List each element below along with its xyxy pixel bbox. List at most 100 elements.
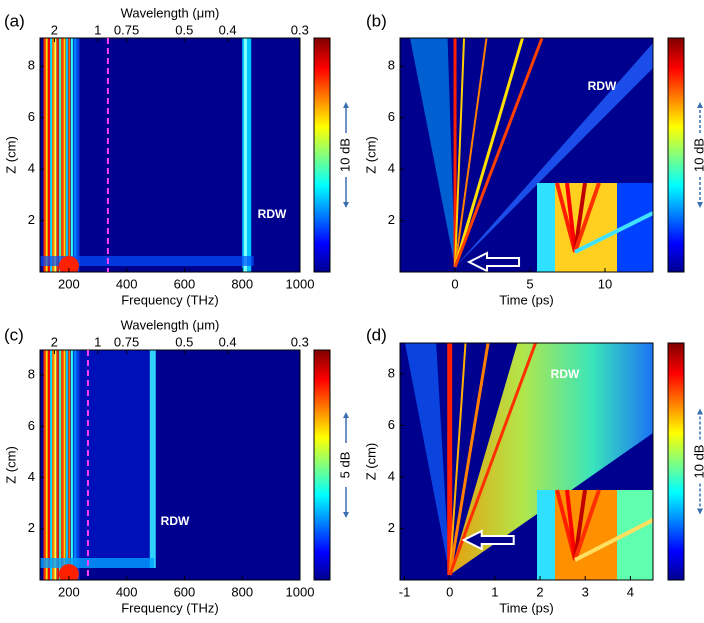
colorbar-arrowhead [697, 408, 703, 415]
y-tick-label: 6 [28, 109, 35, 124]
top-tick-label: 1 [94, 334, 101, 349]
panel-label: (d) [366, 325, 387, 344]
top-tick-label: 0.4 [219, 334, 237, 349]
x-tick-label: 400 [116, 276, 138, 291]
stripe [73, 350, 77, 580]
x-tick-label: 2 [536, 584, 543, 599]
x-tick-label: 400 [116, 584, 138, 599]
top-tick-label: 0.3 [291, 334, 309, 349]
colorbar-arrowhead [343, 202, 349, 208]
colorbar [313, 37, 331, 273]
colorbar-arrowhead [343, 512, 349, 518]
top-tick-label: 0.3 [291, 22, 309, 37]
inset-streak [574, 211, 653, 254]
x-axis-label: Time (ps) [499, 292, 553, 307]
colorbar-arrowhead [697, 508, 703, 515]
stripe [45, 350, 48, 580]
x-tick-label: 10 [598, 276, 612, 291]
inset-side [537, 183, 555, 272]
stripe [66, 350, 68, 580]
inset-streak [573, 182, 587, 253]
colorbar-label: 10 dB [691, 445, 704, 479]
top-tick-label: 0.75 [114, 334, 139, 349]
inset-streak [574, 518, 653, 562]
soliton [454, 38, 466, 268]
rdw-glow [40, 256, 254, 266]
y-axis-label: Z (cm) [3, 136, 18, 174]
y-tick-label: 8 [28, 58, 35, 73]
x-axis-label: Frequency (THz) [121, 292, 219, 307]
stripe [59, 38, 62, 272]
edge [149, 350, 156, 568]
rdw-core [243, 38, 247, 272]
stripe [52, 38, 56, 272]
stripe [54, 38, 57, 272]
colorbar-arrowhead [343, 412, 349, 418]
stripe [70, 350, 73, 580]
x-tick-label: -1 [399, 584, 411, 599]
top-tick-label: 0.5 [175, 334, 193, 349]
inset-streak [573, 489, 601, 561]
x-tick-label: 200 [58, 276, 80, 291]
x-tick-label: 0 [446, 584, 453, 599]
inset-side [537, 490, 555, 580]
y-tick-label: 4 [388, 161, 395, 176]
y-tick-label: 6 [28, 418, 35, 433]
x-tick-label: 600 [174, 584, 196, 599]
top-tick-label: 2 [51, 334, 58, 349]
x-tick-label: 5 [526, 276, 533, 291]
panel-label: (c) [4, 325, 24, 344]
x-tick-label: 3 [582, 584, 589, 599]
y-tick-label: 4 [28, 161, 35, 176]
rdw-wedge [449, 343, 653, 575]
y-tick-label: 2 [28, 520, 35, 535]
stripe [66, 38, 68, 272]
x-tick-label: 1000 [286, 584, 315, 599]
x-axis-label: Frequency (THz) [121, 600, 219, 615]
x-tick-label: 1000 [286, 276, 315, 291]
stripe [56, 350, 59, 580]
annotation: RDW [588, 79, 617, 93]
plot-frame [399, 342, 654, 581]
heatmap [40, 38, 300, 272]
panel-label: (a) [4, 11, 25, 30]
top-tick-label: 1 [94, 22, 101, 37]
heatmap [40, 350, 300, 580]
top-tick-label: 0.75 [114, 22, 139, 37]
colorbar [313, 349, 331, 581]
y-tick-label: 2 [388, 520, 395, 535]
y-tick-label: 2 [388, 212, 395, 227]
colorbar-arrowhead [697, 202, 703, 208]
stripe [52, 350, 56, 580]
x-axis-label: Time (ps) [499, 600, 553, 615]
soliton [448, 343, 467, 576]
soliton [448, 343, 490, 576]
y-tick-label: 8 [28, 367, 35, 382]
stripe [43, 38, 47, 272]
stripe [61, 38, 65, 272]
stripe [50, 38, 53, 272]
stripe [56, 38, 59, 272]
y-tick-label: 4 [28, 469, 35, 484]
stripe [63, 38, 66, 272]
stripe [68, 38, 71, 272]
x-tick-label: 0 [451, 276, 458, 291]
x-tick-label: 1 [491, 584, 498, 599]
arrow [461, 529, 515, 551]
stripe [59, 350, 62, 580]
soliton [454, 38, 488, 268]
soliton [453, 38, 544, 268]
soliton [453, 38, 524, 268]
rdw-wedge [455, 43, 653, 267]
stripe [54, 350, 57, 580]
y-axis-label: Z (cm) [3, 446, 18, 484]
soliton [448, 343, 537, 576]
annotation: RDW [551, 367, 580, 381]
stripe [47, 350, 51, 580]
colorbar-arrowhead [343, 102, 349, 108]
x-tick-label: 600 [174, 276, 196, 291]
x-tick-label: 800 [231, 276, 253, 291]
stripe [45, 38, 48, 272]
y-axis-label: Z (cm) [363, 443, 378, 481]
